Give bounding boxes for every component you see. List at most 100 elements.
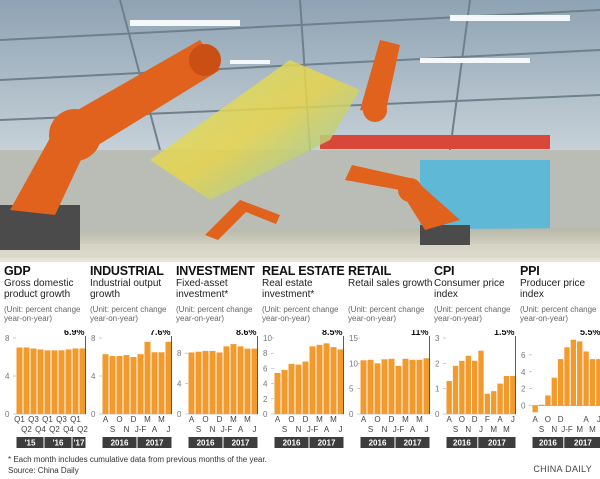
bar — [223, 346, 230, 414]
x-tick-label: A — [447, 415, 453, 424]
x-tick-label: S — [110, 425, 115, 434]
value-label: 7.6% — [150, 330, 171, 337]
group-label: 2016 — [111, 439, 129, 448]
group-box — [395, 437, 430, 448]
bar — [58, 350, 65, 414]
group-label: 2016 — [453, 439, 471, 448]
x-tick-label: M — [503, 425, 510, 434]
x-tick-label: D — [558, 415, 564, 424]
bar — [237, 346, 244, 414]
y-tick-label: 0 — [521, 402, 526, 411]
bar — [564, 347, 570, 406]
brand: CHINA DAILY — [533, 464, 592, 474]
group-box — [446, 437, 478, 448]
y-tick-label: 4 — [177, 380, 182, 389]
group-box — [223, 437, 258, 448]
x-tick-label: Q1 — [70, 415, 81, 424]
bar — [316, 344, 323, 414]
bar — [388, 358, 395, 414]
bar — [409, 359, 416, 414]
bar — [295, 364, 302, 414]
chart-subtitle: Industrial output growth — [90, 278, 162, 300]
group-label: 2017 — [146, 439, 164, 448]
bar — [137, 354, 144, 414]
x-tick-label: Q3 — [56, 415, 67, 424]
bar — [44, 350, 51, 414]
bar — [288, 363, 295, 414]
x-tick-label: J-F — [135, 425, 147, 434]
group-box — [102, 437, 137, 448]
footnote: * Each month includes cumulative data fr… — [8, 455, 267, 464]
bar — [37, 349, 44, 414]
y-tick-label: 1 — [435, 385, 440, 394]
group-box — [188, 437, 223, 448]
group-label: 2016 — [539, 439, 557, 448]
bar — [532, 405, 538, 413]
bar — [557, 359, 564, 406]
group-box — [44, 437, 72, 448]
bar — [102, 354, 109, 414]
x-tick-label: A — [189, 415, 195, 424]
value-label: 5.5% — [580, 330, 600, 337]
x-tick-label: Q3 — [28, 415, 39, 424]
bar — [589, 359, 596, 406]
x-tick-label: J — [479, 425, 483, 434]
chart-subtitle: Fixed-asset investment* — [176, 278, 229, 300]
x-tick-label: M — [589, 425, 596, 434]
x-tick-label: J-F — [393, 425, 405, 434]
floor-studs — [0, 244, 600, 258]
group-label: 2016 — [283, 439, 301, 448]
x-tick-label: N — [124, 425, 130, 434]
bar — [230, 344, 237, 414]
x-tick-label: M — [144, 415, 151, 424]
x-tick-label: O — [374, 415, 380, 424]
y-tick-label: 10 — [349, 359, 358, 368]
y-tick-label: 2 — [263, 395, 268, 404]
x-tick-label: S — [368, 425, 373, 434]
value-label: 1.5% — [494, 330, 515, 337]
bar — [109, 356, 116, 414]
bar — [395, 365, 402, 414]
bar — [23, 347, 30, 414]
bar — [274, 372, 281, 414]
chart-title: CPI — [434, 264, 455, 278]
bar — [302, 361, 309, 414]
group-label: 2016 — [369, 439, 387, 448]
bar — [51, 350, 58, 414]
bar — [209, 350, 216, 414]
x-tick-label: J-F — [307, 425, 319, 434]
y-tick-label: 4 — [91, 372, 96, 381]
bar — [503, 376, 510, 414]
bar — [116, 356, 123, 414]
bar — [323, 343, 330, 414]
y-tick-label: 8 — [177, 349, 182, 358]
bar — [538, 404, 545, 406]
bar — [123, 355, 130, 414]
x-tick-label: A — [583, 415, 589, 424]
group-box — [360, 437, 395, 448]
bar — [446, 381, 452, 414]
bar — [545, 395, 551, 406]
bar — [478, 350, 484, 414]
bar — [151, 352, 158, 414]
bar — [577, 341, 583, 406]
bar — [337, 349, 344, 414]
chart-column: GDP Gross domestic product growth (Unit: p… — [4, 264, 90, 454]
chart-subtitle: Producer price index — [520, 278, 586, 300]
x-tick-label: N — [465, 425, 471, 434]
bar — [381, 359, 388, 414]
chart-unit: (Unit: percent change year-on-year) — [262, 305, 339, 323]
bar — [497, 383, 503, 414]
group-label: 2016 — [197, 439, 215, 448]
x-tick-label: J — [511, 415, 515, 424]
chart-unit: (Unit: percent change year-on-year) — [176, 305, 253, 323]
x-tick-label: A — [152, 425, 158, 434]
bar — [130, 357, 137, 414]
group-box — [137, 437, 172, 448]
bar — [510, 376, 516, 414]
x-tick-label: M — [330, 415, 337, 424]
robot-small — [205, 200, 280, 240]
